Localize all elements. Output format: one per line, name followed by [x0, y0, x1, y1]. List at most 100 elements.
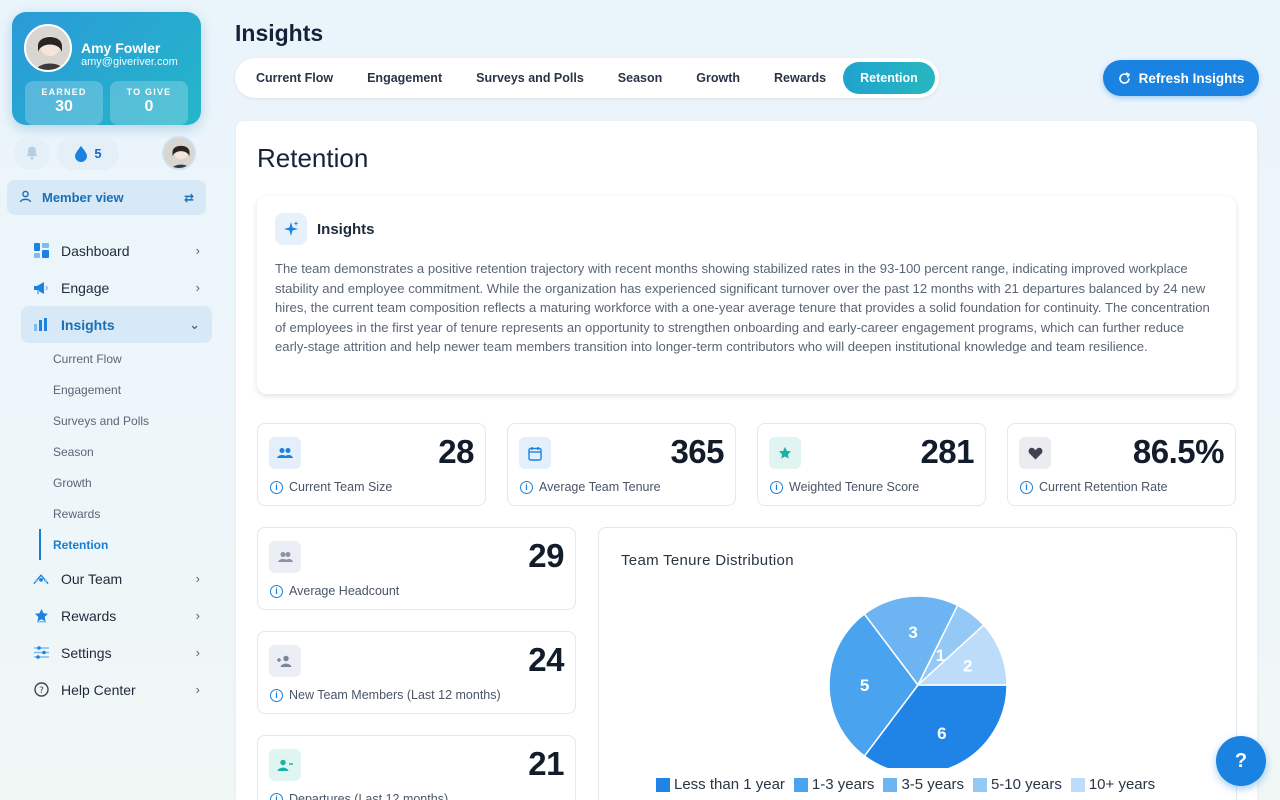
pie-slice-label: 2 [963, 657, 972, 676]
metric-label: i New Team Members (Last 12 months) [270, 688, 501, 702]
metric-label: i Current Retention Rate [1020, 480, 1168, 494]
tab-engagement[interactable]: Engagement [367, 71, 443, 85]
info-icon[interactable]: i [770, 480, 783, 494]
refresh-insights-button[interactable]: Refresh Insights [1103, 60, 1259, 96]
metric-value: 365 [670, 433, 724, 470]
sidebar-item-label: Dashboard [61, 242, 130, 259]
pie-slice-label: 1 [936, 646, 945, 665]
metric-current-retention-rate: 86.5% i Current Retention Rate [1007, 423, 1236, 506]
bell-icon [26, 146, 38, 160]
tab-retention[interactable]: Retention [843, 62, 935, 94]
earned-stat: EARNED 30 [25, 81, 103, 125]
earned-label: EARNED [41, 87, 87, 97]
pie-slice-1-3-years[interactable] [828, 612, 919, 758]
legend-swatch [972, 777, 987, 792]
submenu-item-rewards[interactable]: Rewards [53, 506, 101, 521]
chevron-right-icon: › [195, 280, 200, 295]
submenu-item-retention[interactable]: Retention [39, 529, 212, 560]
info-icon[interactable]: i [270, 688, 283, 702]
team-icon [269, 437, 301, 469]
pie-slice-less-than-1-year[interactable] [863, 684, 1008, 768]
info-icon[interactable]: i [1020, 480, 1033, 494]
star-icon [769, 437, 801, 469]
section-title: Retention [257, 143, 369, 173]
heart-icon [1019, 437, 1051, 469]
metric-value: 24 [528, 641, 564, 678]
team-icon [33, 571, 49, 587]
insights-tabs: Current Flow Engagement Surveys and Poll… [235, 58, 939, 98]
tab-season[interactable]: Season [617, 71, 663, 85]
legend-item[interactable]: 1-3 years [793, 776, 874, 793]
legend-swatch [656, 777, 670, 792]
sliders-icon [33, 645, 49, 661]
sidebar-item-label: Settings [61, 644, 112, 661]
sidebar-item-help-center[interactable]: ? Help Center › [21, 671, 212, 708]
sidebar-item-label: Insights [61, 316, 115, 333]
legend-swatch [1070, 777, 1085, 792]
pie-slice-3-5-years[interactable] [863, 595, 959, 687]
help-icon: ? [33, 682, 49, 698]
dashboard-icon [33, 243, 49, 259]
earned-value: 30 [55, 98, 73, 115]
sidebar-icon-row: 5 [14, 136, 199, 170]
metric-value: 28 [438, 433, 474, 470]
insights-summary: The team demonstrates a positive retenti… [275, 261, 1210, 355]
submenu-item-current-flow[interactable]: Current Flow [53, 351, 122, 366]
notifications-button[interactable] [14, 136, 50, 170]
to-give-value: 0 [144, 98, 154, 115]
user-avatar-button[interactable] [162, 136, 196, 170]
sidebar-item-dashboard[interactable]: Dashboard › [21, 232, 212, 269]
submenu-item-season[interactable]: Season [53, 444, 94, 459]
info-icon[interactable]: i [270, 792, 283, 800]
tab-current-flow[interactable]: Current Flow [256, 71, 334, 85]
chart-legend: Less than 1 year 1-3 years 3-5 years 5-10 y… [656, 776, 1155, 793]
sidebar-item-label: Our Team [61, 570, 123, 587]
sparkle-icon [275, 213, 307, 245]
legend-item[interactable]: 10+ years [1070, 776, 1155, 793]
member-view-toggle[interactable]: Member view ⇄ [7, 180, 206, 215]
chevron-right-icon: › [195, 608, 200, 623]
metric-average-team-tenure: 365 i Average Team Tenure [507, 423, 736, 506]
pie-slice-10-years[interactable] [916, 623, 1008, 686]
drops-button[interactable]: 5 [57, 136, 119, 170]
to-give-label: TO GIVE [126, 87, 172, 97]
info-icon[interactable]: i [270, 584, 283, 598]
refresh-label: Refresh Insights [1138, 70, 1245, 86]
legend-item[interactable]: Less than 1 year [656, 776, 785, 793]
sidebar-item-engage[interactable]: Engage › [21, 269, 212, 306]
legend-swatch [883, 777, 898, 792]
star-icon [33, 608, 49, 624]
sidebar-item-our-team[interactable]: Our Team › [21, 560, 212, 597]
submenu-item-engagement[interactable]: Engagement [53, 382, 122, 397]
tab-surveys-and-polls[interactable]: Surveys and Polls [476, 71, 584, 85]
drop-icon [75, 145, 88, 162]
pie-slice-label: 3 [908, 623, 917, 642]
info-icon[interactable]: i [520, 480, 533, 494]
sidebar-item-settings[interactable]: Settings › [21, 634, 212, 671]
metric-value: 86.5% [1132, 433, 1225, 470]
tab-growth[interactable]: Growth [696, 71, 741, 85]
help-button[interactable]: ? [1216, 736, 1266, 786]
avatar [24, 24, 72, 72]
megaphone-icon [33, 280, 49, 296]
metric-value: 281 [920, 433, 974, 470]
sidebar-item-rewards[interactable]: Rewards › [21, 597, 212, 634]
tab-rewards[interactable]: Rewards [774, 71, 827, 85]
legend-label: 5-10 years [990, 776, 1062, 793]
legend-item[interactable]: 3-5 years [883, 776, 964, 793]
to-give-stat: TO GIVE 0 [110, 81, 188, 125]
info-icon[interactable]: i [270, 480, 283, 494]
calendar-icon [519, 437, 551, 469]
refresh-icon [1118, 71, 1130, 84]
legend-item[interactable]: 5-10 years [972, 776, 1062, 793]
retention-panel: Retention Insights The team demonstrates… [236, 121, 1257, 800]
chevron-down-icon: ⌄ [189, 316, 200, 332]
submenu-item-surveys[interactable]: Surveys and Polls [53, 413, 150, 428]
submenu-item-growth[interactable]: Growth [53, 475, 92, 490]
sidebar-item-insights[interactable]: Insights ⌄ [21, 306, 212, 343]
tenure-pie-chart: 6 5 312 [828, 595, 1008, 768]
member-view-label: Member view [42, 190, 124, 205]
profile-card[interactable]: Amy Fowler amy@giveriver.com EARNED 30 T… [12, 12, 201, 125]
sidebar-nav: Dashboard › Engage › Insights ⌄ Current … [21, 232, 212, 708]
